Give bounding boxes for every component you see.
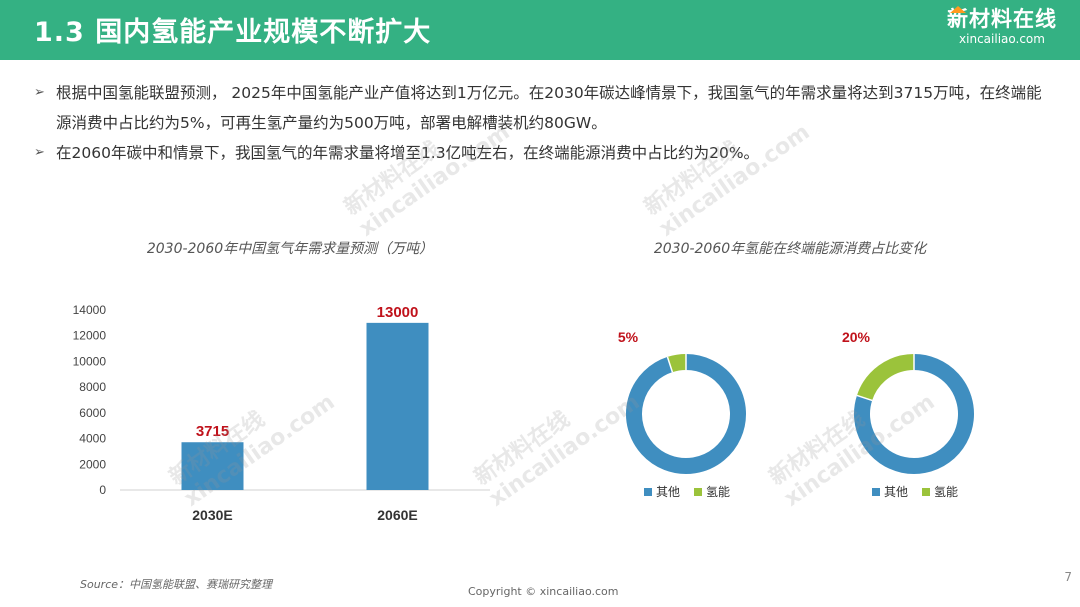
y-tick-label: 2000 bbox=[79, 457, 106, 471]
bar-chart: 0 2000 4000 6000 8000 10000 12000 14000 3715 2030… bbox=[73, 303, 490, 523]
copyright-text: Copyright © xincailiao.com bbox=[468, 585, 619, 598]
logo-roof-icon bbox=[950, 6, 966, 13]
donut-slice-other bbox=[854, 354, 974, 474]
donut-slice-hydrogen bbox=[667, 354, 687, 373]
brand-logo: 新材料在线 xincailiao.com bbox=[938, 6, 1066, 54]
bar-chart-title: 2030-2060年中国氢气年需求量预测（万吨） bbox=[146, 241, 434, 257]
legend-label: 氢能 bbox=[706, 484, 730, 499]
donut-value-label: 20% bbox=[842, 329, 871, 345]
donut-chart-title: 2030-2060年氢能在终端能源消费占比变化 bbox=[653, 241, 927, 257]
bar-value-label: 3715 bbox=[196, 423, 229, 440]
legend-swatch bbox=[694, 488, 702, 496]
donut-chart: 5% 其他 氢能 20% 其他 氢能 bbox=[618, 329, 974, 499]
bullet-arrow-icon: ➢ bbox=[34, 85, 45, 100]
bar-value-label: 13000 bbox=[377, 304, 419, 321]
donut-value-label: 5% bbox=[618, 329, 639, 345]
logo-sub-text: xincailiao.com bbox=[959, 32, 1045, 46]
bullet-arrow-icon: ➢ bbox=[34, 145, 45, 160]
legend-label: 其他 bbox=[884, 485, 908, 499]
legend-swatch bbox=[922, 488, 930, 496]
bar bbox=[181, 442, 244, 490]
y-tick-label: 10000 bbox=[73, 354, 107, 368]
y-tick-label: 4000 bbox=[79, 432, 106, 446]
x-tick-label: 2060E bbox=[377, 507, 417, 523]
bullet-item-1: ➢ 根据中国氢能联盟预测， 2025年中国氢能产业产值将达到1万亿元。在2030… bbox=[34, 78, 1044, 138]
slice-separator bbox=[856, 394, 873, 402]
bullet-text: 根据中国氢能联盟预测， 2025年中国氢能产业产值将达到1万亿元。在2030年碳… bbox=[56, 84, 1042, 132]
y-tick-label: 0 bbox=[99, 483, 106, 497]
y-tick-label: 12000 bbox=[73, 329, 107, 343]
donut-slice-hydrogen bbox=[856, 354, 915, 401]
legend-label: 氢能 bbox=[934, 484, 958, 499]
y-tick-label: 8000 bbox=[79, 380, 106, 394]
header-bar: 1.3 国内氢能产业规模不断扩大 新材料在线 xincailiao.com bbox=[0, 0, 1080, 60]
y-tick-label: 6000 bbox=[79, 406, 106, 420]
bullet-item-2: ➢ 在2060年碳中和情景下，我国氢气的年需求量将增至1.3亿吨左右，在终端能源… bbox=[34, 138, 1044, 168]
page-number: 7 bbox=[1064, 570, 1072, 584]
x-tick-label: 2030E bbox=[192, 507, 232, 523]
bar bbox=[366, 322, 429, 490]
bullet-text: 在2060年碳中和情景下，我国氢气的年需求量将增至1.3亿吨左右，在终端能源消费… bbox=[56, 144, 760, 162]
bullet-list: ➢ 根据中国氢能联盟预测， 2025年中国氢能产业产值将达到1万亿元。在2030… bbox=[34, 78, 1044, 168]
legend-swatch bbox=[872, 488, 880, 496]
page-title: 1.3 国内氢能产业规模不断扩大 bbox=[34, 17, 432, 48]
slice-separator bbox=[666, 356, 674, 373]
legend-label: 其他 bbox=[656, 485, 680, 499]
donut-slice-other bbox=[626, 354, 746, 474]
source-note: Source：中国氢能联盟、赛瑞研究整理 bbox=[80, 578, 273, 591]
legend-swatch bbox=[644, 488, 652, 496]
y-tick-label: 14000 bbox=[73, 303, 107, 317]
